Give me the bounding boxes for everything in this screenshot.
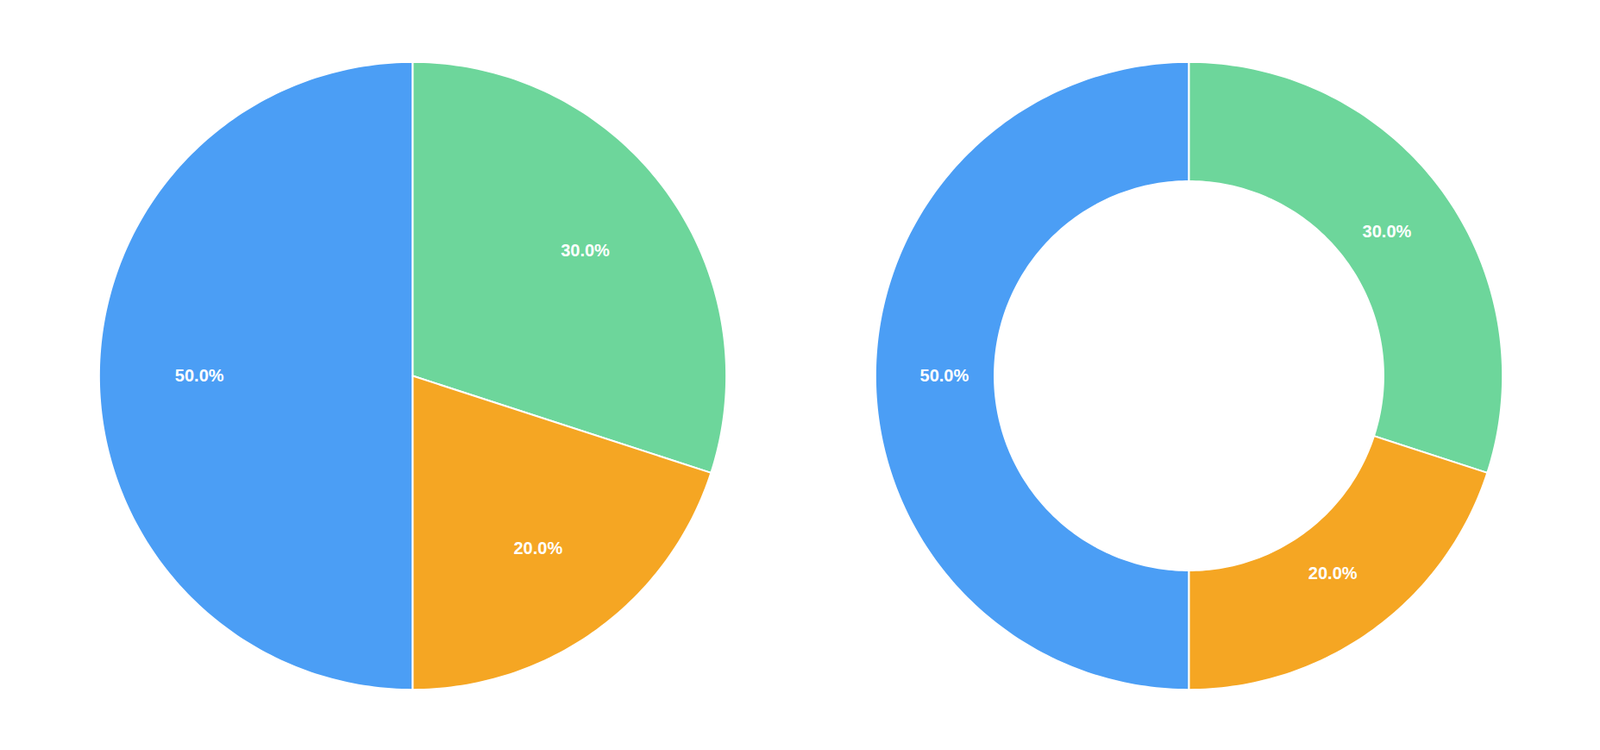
svg-text:30.0%: 30.0%: [560, 239, 610, 259]
svg-text:30.0%: 30.0%: [1361, 221, 1412, 241]
svg-text:50.0%: 50.0%: [174, 364, 224, 384]
svg-text:20.0%: 20.0%: [1307, 563, 1357, 583]
svg-text:50.0%: 50.0%: [919, 364, 969, 384]
svg-text:20.0%: 20.0%: [513, 537, 563, 557]
